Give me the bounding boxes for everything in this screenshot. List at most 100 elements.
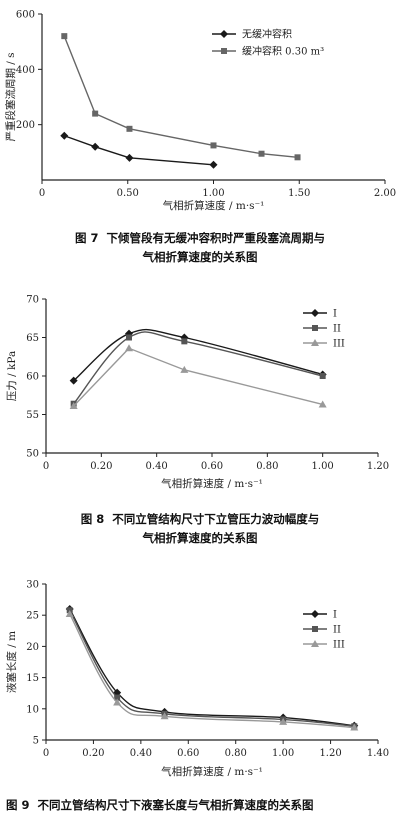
x-tick-label: 1.40 xyxy=(367,748,389,759)
data-point xyxy=(113,698,122,706)
figure-9-chart: 0 0.20 0.40 0.60 0.80 1.00 1.20 1.40 5 10 15 20 25 30… xyxy=(5,580,389,779)
legend-label: III xyxy=(333,640,345,651)
legend-marker xyxy=(312,626,318,632)
legend-entry: 缓冲容积 0.30 m³ xyxy=(212,45,324,58)
x-tick-label: 1.00 xyxy=(202,188,224,199)
data-point xyxy=(92,110,99,117)
series-1 xyxy=(60,131,218,169)
series-line xyxy=(73,331,323,405)
data-point xyxy=(180,365,189,373)
x-tick-label: 1.00 xyxy=(312,461,334,472)
figure-8-label: 图 8 xyxy=(80,512,105,526)
x-tick-label: 1.20 xyxy=(367,461,389,472)
y-tick-label: 600 xyxy=(16,10,35,21)
x-tick-label: 0.60 xyxy=(201,461,223,472)
data-point xyxy=(61,33,68,40)
x-axis-title: 气相折算速度 / m·s⁻¹ xyxy=(161,765,263,778)
x-tick-label: 1.50 xyxy=(288,188,310,199)
data-point xyxy=(69,376,78,385)
x-tick-label: 0.80 xyxy=(256,461,278,472)
y-axis-title: 压力 / kPa xyxy=(5,351,18,401)
data-point xyxy=(350,723,359,731)
data-point xyxy=(69,402,78,410)
legend-marker xyxy=(311,339,319,346)
data-point xyxy=(319,373,326,379)
y-tick-label: 200 xyxy=(16,120,35,131)
series-line xyxy=(73,347,323,407)
legend-marker xyxy=(311,309,319,317)
legend-marker xyxy=(220,30,228,38)
series-line xyxy=(69,609,355,727)
data-point xyxy=(125,344,133,352)
data-point xyxy=(279,717,288,725)
legend-entry: I xyxy=(303,309,337,320)
legend-label: 无缓冲容积 xyxy=(242,28,292,41)
y-tick-label: 55 xyxy=(26,410,39,421)
legend-marker xyxy=(312,325,318,331)
data-point xyxy=(210,142,217,149)
y-axis-title: 液塞长度 / m xyxy=(5,631,18,693)
legend-entry: III xyxy=(303,640,345,651)
x-tick-label: 0 xyxy=(43,748,49,759)
data-point xyxy=(91,142,100,151)
series-2 xyxy=(66,607,358,730)
figure-9-panel: 0 0.20 0.40 0.60 0.80 1.00 1.20 1.40 5 10 15 20 25 30… xyxy=(0,570,400,821)
legend-marker xyxy=(221,48,227,54)
legend-label: II xyxy=(333,625,341,636)
x-tick-label: 0 xyxy=(43,461,49,472)
legend-entry: II xyxy=(303,324,341,335)
figure-7-label: 图 7 xyxy=(74,231,99,245)
legend-entry: 无缓冲容积 xyxy=(212,28,292,41)
legend-marker xyxy=(311,610,319,618)
data-point xyxy=(160,712,169,720)
data-point xyxy=(294,154,301,161)
series-line xyxy=(63,35,298,159)
x-tick-label: 1.20 xyxy=(319,748,341,759)
axes: 0 0.20 0.40 0.60 0.80 1.00 1.20 1.40 5 10 15 20 25 30 xyxy=(26,580,389,760)
y-tick-label: 20 xyxy=(26,642,39,653)
data-point xyxy=(258,150,265,157)
figure-8-chart: 0 0.20 0.40 0.60 0.80 1.00 1.20 50 55 60 65 70 气相折算速… xyxy=(5,295,389,491)
y-tick-label: 30 xyxy=(26,580,39,591)
data-point xyxy=(60,131,69,140)
legend-label: III xyxy=(333,339,345,350)
series-line xyxy=(64,135,214,166)
legend-label: I xyxy=(333,610,337,621)
x-axis-title: 气相折算速度 / m·s⁻¹ xyxy=(163,199,265,212)
data-point xyxy=(114,694,121,701)
series-line xyxy=(73,328,323,382)
figure-9-caption-line-1: 不同立管结构尺寸下液塞长度与气相折算速度的关系图 xyxy=(37,798,314,812)
y-tick-label: 5 xyxy=(33,736,39,747)
legend-entry: III xyxy=(303,339,345,350)
data-point xyxy=(181,338,188,345)
figure-8-panel: 0 0.20 0.40 0.60 0.80 1.00 1.20 50 55 60 65 70 气相折算速… xyxy=(0,285,400,565)
x-tick-label: 0.20 xyxy=(90,461,112,472)
legend-entry: I xyxy=(303,610,337,621)
y-axis-title: 严重段塞流周期 / s xyxy=(4,52,17,141)
x-tick-label: 0.20 xyxy=(82,748,104,759)
data-point xyxy=(318,400,327,408)
legend-label: I xyxy=(333,309,337,320)
figure-7-chart: 0 0.50 1.00 1.50 2.00 200 400 600 气相折算速度 / m·s⁻¹… xyxy=(4,10,396,213)
x-tick-label: 0.80 xyxy=(225,748,247,759)
data-point xyxy=(65,609,74,617)
series-1 xyxy=(65,604,359,730)
data-point xyxy=(126,125,133,132)
figure-7-caption-line-2: 气相折算速度的关系图 xyxy=(142,250,258,264)
figure-8-caption-line-1: 不同立管结构尺寸下立管压力波动幅度与 xyxy=(112,512,320,526)
y-tick-label: 70 xyxy=(26,295,39,306)
legend-entry: II xyxy=(303,625,341,636)
y-tick-label: 15 xyxy=(26,673,39,684)
legend-marker xyxy=(311,640,319,647)
series-3 xyxy=(69,344,327,410)
series-3 xyxy=(65,609,359,731)
data-point xyxy=(209,160,218,169)
figure-7-caption: 图 7 下倾管段有无缓冲容积时严重段塞流周期与 气相折算速度的关系图 xyxy=(0,229,400,267)
x-tick-label: 2.00 xyxy=(374,188,396,199)
data-point xyxy=(125,153,134,162)
figure-7-caption-line-1: 下倾管段有无缓冲容积时严重段塞流周期与 xyxy=(106,231,326,245)
x-tick-label: 0.50 xyxy=(117,188,139,199)
series-2 xyxy=(61,33,301,161)
figure-9-label: 图 9 xyxy=(6,798,30,812)
legend-label: 缓冲容积 0.30 m³ xyxy=(242,45,324,58)
